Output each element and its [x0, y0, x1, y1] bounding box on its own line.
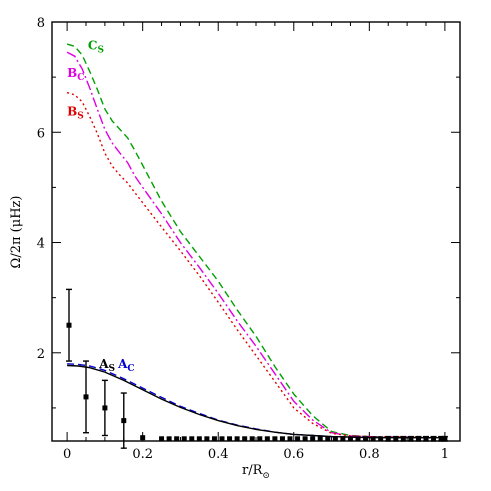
data-point: [166, 436, 172, 442]
data-point: [363, 436, 369, 442]
data-point: [332, 436, 338, 442]
data-point: [355, 436, 361, 442]
data-point: [249, 436, 255, 442]
data-point: [102, 405, 108, 411]
data-point: [159, 436, 165, 442]
y-tick-label: 4: [37, 237, 45, 252]
data-point: [189, 436, 195, 442]
x-tick-label: 0.4: [208, 447, 229, 462]
data-point: [272, 436, 278, 442]
data-point: [219, 436, 225, 442]
data-point: [83, 394, 89, 400]
x-tick-label: 0.8: [359, 447, 380, 462]
data-point: [302, 436, 308, 442]
curve-label-ac: AC: [117, 357, 134, 374]
data-point: [234, 436, 240, 442]
series-line-bs: [66, 91, 445, 439]
data-point: [408, 436, 414, 442]
curve-label-cs: CS: [88, 39, 104, 56]
data-point: [400, 436, 406, 442]
curve-label-bc: BC: [67, 66, 84, 83]
data-point: [317, 436, 323, 442]
data-point: [431, 436, 437, 442]
data-point: [196, 436, 202, 442]
data-point: [211, 436, 217, 442]
data-point: [442, 436, 448, 442]
axis-ticks: 0 0.2 0.4 0.6 0.8 1 2 4 6 8: [37, 16, 460, 462]
data-point: [370, 436, 376, 442]
data-point: [204, 436, 210, 442]
data-point: [174, 436, 180, 442]
data-point: [347, 436, 353, 442]
curve-label-bs: BS: [67, 105, 84, 122]
data-point: [438, 436, 444, 442]
data-point: [423, 436, 429, 442]
data-point: [121, 418, 127, 424]
data-point: [257, 436, 263, 442]
data-point: [264, 436, 270, 442]
data-point: [385, 436, 391, 442]
y-tick-label: 8: [37, 16, 45, 31]
model-curves: [66, 43, 445, 439]
data-point: [66, 322, 72, 328]
data-point: [378, 436, 384, 442]
y-axis-label: Ω/2π (μHz): [9, 196, 24, 269]
data-point: [340, 436, 346, 442]
series-line-cs: [66, 43, 445, 439]
curve-label-as: AS: [98, 357, 115, 374]
data-point: [415, 436, 421, 442]
data-point: [279, 436, 285, 442]
x-tick-label: 0.6: [283, 447, 304, 462]
x-axis-label: r/R⊙: [242, 463, 270, 481]
y-tick-label: 6: [37, 126, 45, 141]
data-point: [295, 436, 301, 442]
data-point: [242, 436, 248, 442]
observed-points: [66, 288, 448, 449]
x-tick-label: 0.2: [132, 447, 153, 462]
data-point: [227, 436, 233, 442]
data-point: [325, 436, 331, 442]
data-point: [310, 436, 316, 442]
data-point: [140, 435, 146, 441]
data-point: [287, 436, 293, 442]
data-point: [393, 436, 399, 442]
plot-frame: [51, 21, 461, 442]
data-point: [181, 436, 187, 442]
x-tick-label: 1: [441, 447, 449, 462]
y-tick-label: 2: [37, 347, 45, 362]
x-tick-label: 0: [63, 447, 71, 462]
